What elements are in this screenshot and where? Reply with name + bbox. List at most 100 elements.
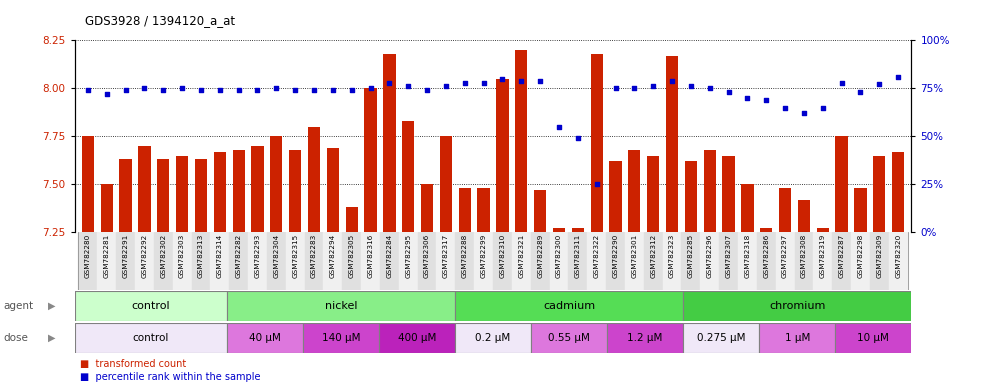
- Bar: [398, 232, 417, 290]
- Bar: [833, 232, 851, 290]
- Bar: [855, 188, 867, 232]
- Text: GSM782296: GSM782296: [707, 234, 713, 278]
- Bar: [776, 232, 795, 290]
- Point: [231, 87, 247, 93]
- Point: [325, 87, 341, 93]
- Point: [532, 78, 548, 84]
- Text: control: control: [131, 301, 170, 311]
- Text: GSM782316: GSM782316: [368, 234, 374, 278]
- Bar: [738, 232, 757, 290]
- Text: GDS3928 / 1394120_a_at: GDS3928 / 1394120_a_at: [85, 14, 235, 27]
- Text: GSM782302: GSM782302: [160, 234, 166, 278]
- Text: 1 μM: 1 μM: [785, 333, 810, 343]
- Point: [702, 85, 718, 91]
- Bar: [455, 232, 474, 290]
- Bar: [343, 232, 362, 290]
- Bar: [757, 232, 776, 290]
- Point: [250, 87, 266, 93]
- Bar: [286, 232, 305, 290]
- Point: [777, 104, 793, 111]
- Point: [815, 104, 831, 111]
- Text: GSM782286: GSM782286: [763, 234, 769, 278]
- Bar: [365, 88, 376, 232]
- Point: [155, 87, 171, 93]
- Bar: [153, 232, 172, 290]
- Point: [834, 79, 850, 86]
- Text: GSM782318: GSM782318: [744, 234, 750, 278]
- Text: GSM782314: GSM782314: [217, 234, 223, 278]
- Bar: [814, 232, 833, 290]
- Point: [80, 87, 96, 93]
- Bar: [873, 156, 885, 232]
- Bar: [289, 150, 301, 232]
- Bar: [267, 232, 286, 290]
- Bar: [666, 56, 678, 232]
- Bar: [643, 232, 662, 290]
- Text: 400 μM: 400 μM: [397, 333, 436, 343]
- Bar: [421, 184, 433, 232]
- Bar: [270, 136, 283, 232]
- Bar: [798, 200, 810, 232]
- Bar: [379, 232, 398, 290]
- Bar: [703, 150, 716, 232]
- Text: GSM782299: GSM782299: [481, 234, 487, 278]
- Bar: [402, 121, 414, 232]
- Bar: [232, 150, 245, 232]
- Text: GSM782304: GSM782304: [273, 234, 279, 278]
- Text: GSM782300: GSM782300: [556, 234, 562, 278]
- Bar: [176, 156, 188, 232]
- Point: [796, 110, 812, 116]
- Text: 0.275 μM: 0.275 μM: [697, 333, 745, 343]
- Text: ■  transformed count: ■ transformed count: [80, 359, 186, 369]
- Bar: [496, 79, 509, 232]
- Text: GSM782321: GSM782321: [518, 234, 524, 278]
- Text: 10 μM: 10 μM: [858, 333, 889, 343]
- Bar: [624, 232, 643, 290]
- Bar: [474, 232, 493, 290]
- Bar: [214, 152, 226, 232]
- Point: [626, 85, 642, 91]
- Point: [608, 85, 623, 91]
- Bar: [760, 228, 772, 232]
- Text: GSM782312: GSM782312: [650, 234, 656, 278]
- Text: GSM782305: GSM782305: [349, 234, 355, 278]
- Text: GSM782292: GSM782292: [141, 234, 147, 278]
- Text: nickel: nickel: [325, 301, 358, 311]
- Text: GSM782288: GSM782288: [462, 234, 468, 278]
- Bar: [362, 232, 379, 290]
- Bar: [157, 159, 169, 232]
- Text: dose: dose: [3, 333, 28, 343]
- Text: GSM782307: GSM782307: [725, 234, 731, 278]
- Point: [193, 87, 209, 93]
- Text: ■  percentile rank within the sample: ■ percentile rank within the sample: [80, 372, 260, 382]
- Point: [683, 83, 699, 89]
- Text: GSM782322: GSM782322: [594, 234, 600, 278]
- Bar: [795, 232, 814, 290]
- Point: [645, 83, 661, 89]
- Bar: [512, 232, 531, 290]
- Text: GSM782309: GSM782309: [876, 234, 882, 278]
- Point: [872, 81, 887, 88]
- Point: [344, 87, 360, 93]
- Bar: [683, 323, 759, 353]
- Point: [476, 79, 492, 86]
- Bar: [305, 232, 324, 290]
- Bar: [684, 161, 697, 232]
- Bar: [662, 232, 681, 290]
- Bar: [515, 50, 528, 232]
- Bar: [455, 323, 531, 353]
- Text: GSM782282: GSM782282: [236, 234, 242, 278]
- Text: GSM782303: GSM782303: [179, 234, 185, 278]
- Text: 40 μM: 40 μM: [249, 333, 281, 343]
- Point: [381, 79, 397, 86]
- Text: GSM782301: GSM782301: [631, 234, 637, 278]
- Bar: [120, 159, 131, 232]
- Bar: [82, 136, 94, 232]
- Point: [589, 181, 605, 187]
- Bar: [851, 232, 870, 290]
- Bar: [98, 232, 117, 290]
- Text: GSM782313: GSM782313: [198, 234, 204, 278]
- Point: [438, 83, 454, 89]
- Point: [268, 85, 284, 91]
- Bar: [227, 323, 303, 353]
